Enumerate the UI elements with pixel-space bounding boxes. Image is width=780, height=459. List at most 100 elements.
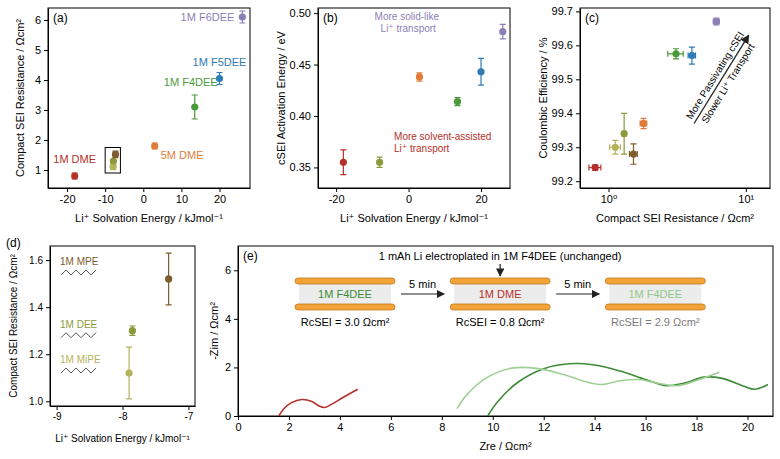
tick-label: 99.4	[552, 107, 573, 119]
error-bar	[112, 151, 118, 158]
tick: 5	[35, 44, 48, 56]
error-bar	[377, 157, 383, 167]
cell-resistance: RcSEI = 0.8 Ωcm²	[456, 316, 545, 328]
tick-label: 0	[406, 193, 412, 205]
point	[151, 142, 158, 149]
tick-mark	[181, 188, 182, 192]
tick: 99.6	[552, 39, 580, 51]
tick-label: 10	[176, 193, 188, 205]
annotation: More solvent-assisted Li⁺ transport	[394, 131, 494, 154]
tick-mark	[697, 416, 698, 420]
point	[713, 18, 720, 25]
tick: 10¹	[738, 188, 754, 205]
tick: 16	[640, 416, 652, 433]
tick-mark	[44, 110, 48, 111]
error-bar	[126, 347, 132, 399]
tick-label: 6	[35, 14, 41, 26]
point-label: 1M F5DEE	[193, 56, 247, 68]
point	[477, 68, 484, 75]
tick-label: 4	[35, 74, 41, 86]
tick-mark	[646, 416, 647, 420]
cell-resistance: RcSEI = 2.9 Ωcm²	[611, 316, 700, 328]
error-bar	[239, 11, 245, 23]
tick-label: 1.6	[29, 255, 43, 266]
tick: 1.2	[29, 349, 50, 360]
error-bar	[689, 47, 695, 64]
tick-label: -8	[119, 411, 128, 422]
plot-frame	[48, 8, 250, 188]
tick: 1.6	[29, 255, 50, 266]
x-axis: 10⁰ 10¹	[581, 188, 771, 205]
cell-label: 1M F4DEE	[628, 288, 682, 300]
tick-label: 0	[225, 410, 231, 422]
tick-label: 4	[337, 421, 343, 433]
tick-mark	[576, 45, 580, 46]
tick-label: 0.45	[290, 59, 311, 71]
error-bar	[166, 253, 172, 305]
tick-label: 20	[214, 193, 226, 205]
tick: -20	[329, 188, 345, 205]
marks	[340, 24, 507, 174]
tick: 99.7	[552, 5, 580, 17]
tick-mark	[46, 260, 50, 261]
tick-mark	[609, 188, 610, 192]
tick: 1.0	[29, 396, 50, 407]
panel-letter: (e)	[243, 249, 258, 263]
tick: 0.40	[290, 110, 318, 122]
tick-label: 99.2	[552, 175, 573, 187]
tick: 6	[388, 416, 394, 433]
cell-separator	[299, 284, 391, 304]
tick-mark	[44, 170, 48, 171]
x-axis-title: Li⁺ Solvation Energy / kJmol⁻¹	[75, 212, 223, 224]
tick: 2	[286, 416, 292, 433]
plot-frame	[580, 8, 770, 188]
x-error-bar	[713, 19, 719, 25]
tick-label: -10	[98, 193, 114, 205]
cell-separator	[609, 284, 701, 304]
tick: 99.5	[552, 73, 580, 85]
y-axis: 123456	[35, 9, 49, 189]
tick: -9	[53, 406, 62, 422]
point	[688, 52, 695, 59]
point	[621, 130, 628, 137]
tick: -8	[119, 406, 128, 422]
tick-label: -9	[53, 411, 62, 422]
tick: 6	[35, 14, 48, 26]
tick: 0.45	[290, 59, 318, 71]
tick-label: 2	[35, 134, 41, 146]
tick-mark	[576, 181, 580, 182]
tick-label: 16	[640, 421, 652, 433]
point	[454, 98, 461, 105]
x-axis-title: Zre / Ωcm²	[479, 440, 532, 452]
tick-mark	[544, 416, 545, 420]
y-axis-title: Coulombic Efficiency / %	[537, 37, 549, 158]
point	[125, 369, 132, 376]
tick: 4	[225, 313, 238, 325]
tick-label: 6	[225, 264, 231, 276]
y-axis-title: Compact SEI Resistance / Ωcm²	[8, 254, 19, 398]
tick: 0.35	[290, 161, 318, 173]
tick-mark	[576, 147, 580, 148]
tick-label: 1	[35, 164, 41, 176]
y-axis-title: Compact SEI Resistance / Ωcm²	[14, 19, 26, 177]
tick-label: 10⁰	[601, 193, 618, 205]
point	[672, 50, 679, 57]
tick-mark	[234, 319, 238, 320]
tick-label: 0	[141, 193, 147, 205]
point-label: 1M MiPE	[60, 354, 101, 365]
tick-label: 1.4	[29, 302, 43, 313]
tick: -10	[98, 188, 114, 205]
tick: 2	[35, 134, 48, 146]
tick: 20	[214, 188, 226, 205]
tick-mark	[340, 416, 341, 420]
tick-mark	[314, 116, 318, 117]
tick-label: 0.40	[290, 110, 311, 122]
annotation: More solid-like Li⁺ transport	[375, 11, 442, 34]
tick-label: 4	[225, 313, 231, 325]
tick-mark	[481, 188, 482, 192]
cell-electrode	[605, 278, 705, 284]
error-bar	[416, 73, 422, 81]
tick-mark	[234, 367, 238, 368]
zoom-box	[105, 148, 120, 174]
annotation: 1 mAh Li electroplated in 1M F4DEE (unch…	[379, 250, 622, 262]
